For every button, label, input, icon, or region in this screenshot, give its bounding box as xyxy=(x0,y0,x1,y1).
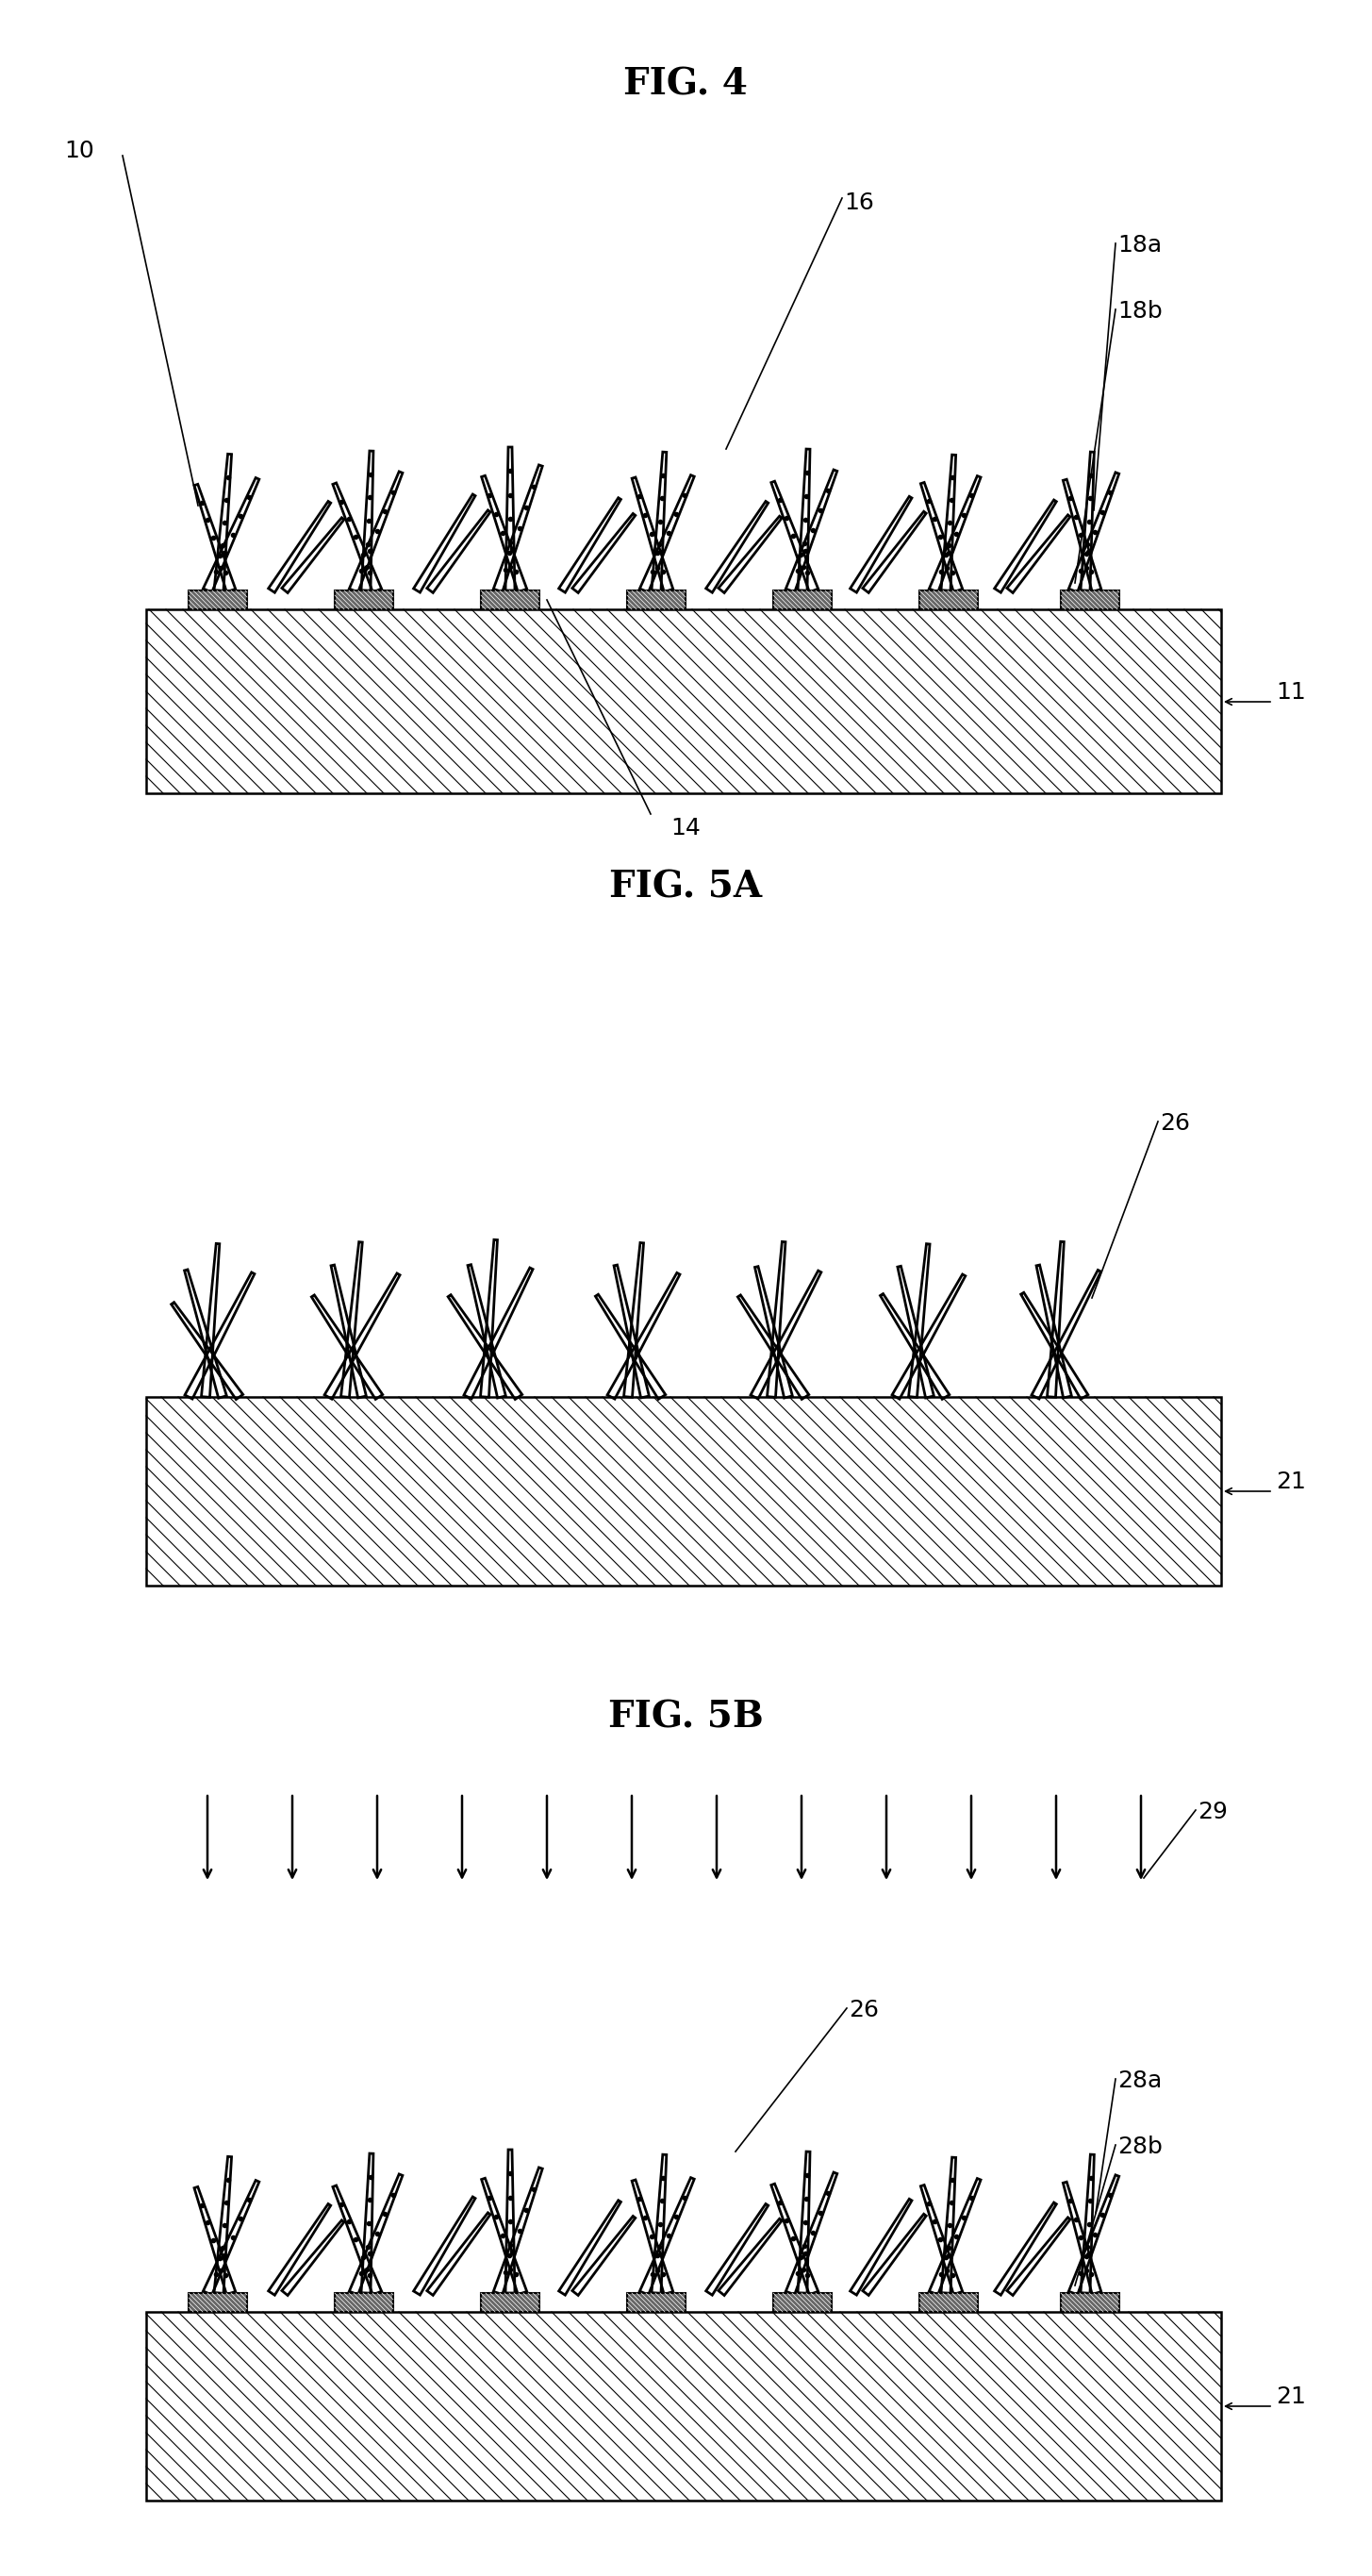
Bar xyxy=(147,2311,1221,2501)
Bar xyxy=(335,2293,394,2311)
Bar xyxy=(147,611,1221,793)
Bar xyxy=(1061,2293,1120,2311)
Bar xyxy=(188,590,247,611)
Text: FIG. 5A: FIG. 5A xyxy=(609,868,761,904)
Text: 11: 11 xyxy=(1276,680,1306,703)
Bar xyxy=(627,2293,686,2311)
Text: 28b: 28b xyxy=(1117,2136,1162,2159)
Text: 18a: 18a xyxy=(1117,234,1162,258)
Bar xyxy=(919,2293,978,2311)
Text: 21: 21 xyxy=(1276,1471,1306,1494)
Text: 18b: 18b xyxy=(1117,299,1162,322)
Bar xyxy=(627,590,686,611)
Text: 29: 29 xyxy=(1198,1801,1228,1824)
Bar xyxy=(774,2293,831,2311)
Bar xyxy=(482,590,539,611)
Text: 26: 26 xyxy=(1159,1113,1190,1133)
Text: FIG. 5B: FIG. 5B xyxy=(608,1698,763,1734)
Text: 14: 14 xyxy=(671,817,701,840)
Bar xyxy=(188,2293,247,2311)
Bar xyxy=(919,590,978,611)
Bar xyxy=(482,2293,539,2311)
Bar xyxy=(147,1396,1221,1587)
Text: 28a: 28a xyxy=(1117,2069,1162,2092)
Bar xyxy=(774,590,831,611)
Text: 10: 10 xyxy=(64,139,95,162)
Bar xyxy=(335,590,394,611)
Text: 21: 21 xyxy=(1276,2385,1306,2409)
Text: 16: 16 xyxy=(844,191,874,214)
Bar xyxy=(1061,590,1120,611)
Text: FIG. 4: FIG. 4 xyxy=(623,67,748,103)
Text: 26: 26 xyxy=(849,1999,879,2022)
